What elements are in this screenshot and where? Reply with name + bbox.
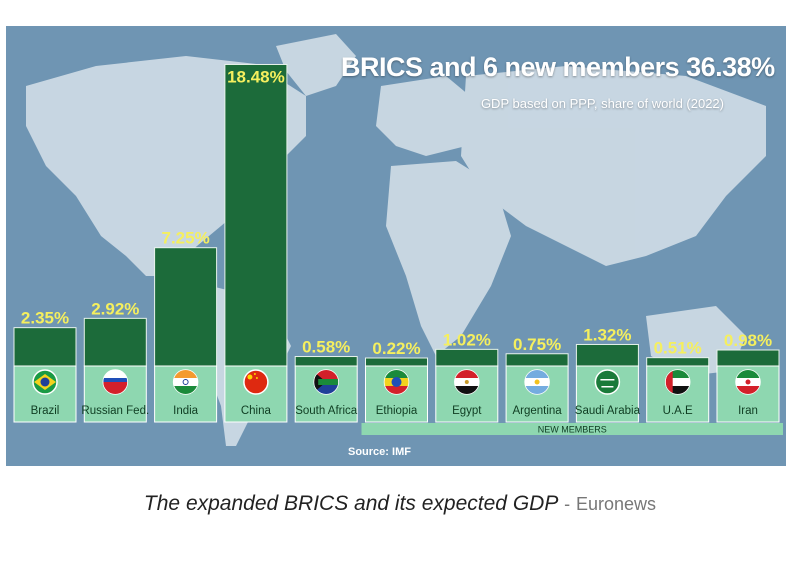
caption-credit: Euronews xyxy=(576,494,657,514)
bar-argentina xyxy=(505,353,569,367)
greenland-shape xyxy=(276,34,356,96)
country-label-china: China xyxy=(241,405,272,417)
new-members-bar xyxy=(361,423,783,435)
country-label-south-africa: South Africa xyxy=(295,405,358,417)
chart-subtitle: GDP based on PPP, share of world (2022) xyxy=(480,96,724,111)
country-label-brazil: Brazil xyxy=(31,405,60,417)
bar-brazil xyxy=(13,327,77,367)
value-label-india: 7.25% xyxy=(161,229,209,248)
new-members-label: NEW MEMBERS xyxy=(538,425,607,435)
china-flag-icon xyxy=(243,369,269,395)
bar-ethiopia xyxy=(365,357,428,367)
country-label-saudi-arabia: Saudi Arabia xyxy=(575,405,641,417)
value-label-south-africa: 0.58% xyxy=(302,338,350,357)
asia-shape xyxy=(461,66,766,266)
value-label-brazil: 2.35% xyxy=(21,309,69,328)
country-label-india: India xyxy=(173,405,199,417)
brazil-flag-icon xyxy=(32,369,58,395)
ethiopia-flag-icon xyxy=(383,369,410,395)
chart-title: BRICS and 6 new members 36.38% xyxy=(341,52,775,82)
chart-figure: 2.35% 2.92% 7.25% 18.48% 0.58% 0.22% 1.02% 0.75… xyxy=(6,26,786,466)
argentina-flag-icon xyxy=(524,369,550,395)
country-tiles-layer: Brazil Russian Fed. India China South Africa… xyxy=(13,365,780,423)
iran-flag-icon xyxy=(735,369,761,395)
value-label-ethiopia: 0.22% xyxy=(372,339,420,358)
value-label-china: 18.48% xyxy=(227,67,285,86)
new-members-band: NEW MEMBERS xyxy=(361,423,783,435)
caption-separator: - xyxy=(564,494,571,514)
south-africa-flag-icon xyxy=(313,369,339,395)
russia-flag-icon xyxy=(102,369,129,395)
bar-egypt xyxy=(435,348,499,367)
country-label-argentina: Argentina xyxy=(512,405,562,417)
figure-caption: The expanded BRICS and its expected GDP … xyxy=(0,492,800,516)
bar-chart: 2.35% 2.92% 7.25% 18.48% 0.58% 0.22% 1.02% 0.75… xyxy=(13,34,783,446)
country-label-russian-fed: Russian Fed. xyxy=(81,405,149,417)
source-note: Source: IMF xyxy=(348,446,411,458)
bar-u-a-e xyxy=(646,357,710,367)
uae-flag-icon xyxy=(664,369,691,395)
value-label-russian-fed: 2.92% xyxy=(91,299,139,318)
value-label-iran: 0.98% xyxy=(724,331,772,350)
bar-russian-fed xyxy=(83,317,147,367)
country-label-iran: Iran xyxy=(738,405,758,417)
country-label-u-a-e: U.A.E xyxy=(663,405,693,417)
bar-china xyxy=(224,63,288,367)
bars-layer: 2.35% 2.92% 7.25% 18.48% 0.58% 0.22% 1.02% 0.75… xyxy=(13,63,780,367)
india-flag-icon xyxy=(172,369,199,395)
value-label-saudi-arabia: 1.32% xyxy=(583,325,631,344)
bar-india xyxy=(154,247,218,367)
bar-south-africa xyxy=(294,356,358,367)
value-label-egypt: 1.02% xyxy=(443,330,491,349)
country-label-ethiopia: Ethiopia xyxy=(376,405,418,417)
africa-shape xyxy=(386,161,511,356)
value-label-argentina: 0.75% xyxy=(513,335,561,354)
caption-text: The expanded BRICS and its expected GDP xyxy=(143,492,559,515)
europe-shape xyxy=(376,76,476,156)
country-label-egypt: Egypt xyxy=(452,405,482,417)
value-label-u-a-e: 0.51% xyxy=(654,339,702,358)
saudi-arabia-flag-icon xyxy=(594,369,621,395)
egypt-flag-icon xyxy=(454,369,480,395)
bar-saudi-arabia xyxy=(575,343,639,367)
bar-iran xyxy=(716,349,780,367)
